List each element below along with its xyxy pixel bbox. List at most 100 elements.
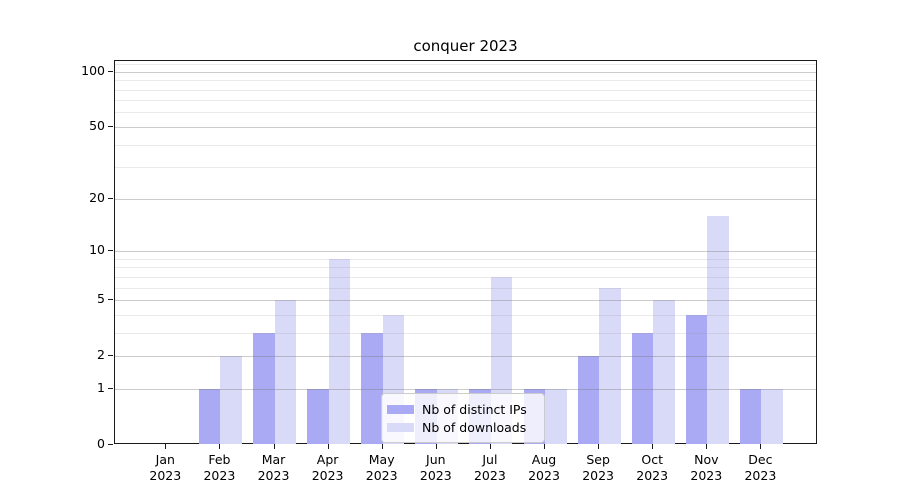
x-tick-mark [652,444,654,449]
bar-downloads [599,287,621,444]
x-tick-year: 2023 [419,468,452,483]
bar-distinct-ips [361,332,383,444]
minor-gridline [115,89,816,91]
y-tick-mark [108,125,113,127]
x-tick-mark [706,444,708,449]
major-gridline [115,126,816,128]
bar-distinct-ips [739,388,762,444]
y-tick-mark [108,299,113,301]
x-tick-mark [219,444,221,449]
x-tick-year: 2023 [365,468,398,483]
y-tick-label: 5 [97,291,105,307]
bar-distinct-ips [577,356,600,444]
minor-gridline [115,144,816,146]
x-tick-label: Aug 2023 [514,452,574,484]
x-tick-year: 2023 [744,468,777,483]
x-tick-month: Aug [531,452,557,467]
minor-gridline [115,80,816,82]
bar-distinct-ips [685,314,708,444]
minor-gridline [115,314,816,316]
major-gridline [115,251,816,253]
bar-downloads [653,300,675,444]
x-tick-label: May 2023 [352,452,412,484]
bar-distinct-ips [307,388,329,444]
x-tick-label: Jul 2023 [460,452,520,484]
plot-area [114,60,817,444]
x-tick-mark [544,444,545,449]
y-tick-mark [108,444,113,445]
x-tick-year: 2023 [149,468,182,483]
minor-gridline [115,112,816,114]
legend-item-downloads: Nb of downloads [387,418,536,436]
x-tick-year: 2023 [582,468,614,483]
y-tick-mark [108,250,113,252]
x-tick-label: Sep 2023 [568,452,628,484]
y-tick-mark [108,197,113,199]
y-tick-mark [108,70,113,72]
y-tick-label: 100 [81,62,105,78]
x-tick-label: Nov 2023 [676,452,736,484]
x-tick-label: Dec 2023 [730,452,790,484]
x-tick-month: Apr [316,452,339,467]
bar-distinct-ips [198,388,221,444]
bar-downloads [274,300,296,444]
major-gridline [115,388,816,390]
x-tick-mark [489,444,491,449]
x-tick-month: Sep [586,452,610,467]
bar-downloads [220,356,242,444]
x-tick-month: Dec [748,452,773,467]
x-tick-mark [598,444,600,449]
x-tick-year: 2023 [311,468,344,483]
x-tick-month: Mar [261,452,286,467]
legend-swatch-downloads [387,422,414,432]
legend-swatch-ips [387,404,414,414]
y-tick-label: 50 [89,117,105,133]
x-tick-label: Feb 2023 [189,452,249,484]
x-tick-mark [273,444,275,449]
x-tick-mark [760,444,762,449]
y-tick-mark [108,355,113,357]
x-tick-label: Apr 2023 [298,452,358,484]
y-tick-mark [108,387,113,389]
x-tick-month: May [368,452,395,467]
y-tick-label: 2 [97,347,105,363]
bar-downloads [761,388,783,444]
x-tick-mark [381,444,383,449]
minor-gridline [115,167,816,169]
x-tick-month: Jan [155,452,175,467]
x-tick-year: 2023 [528,468,560,483]
x-tick-label: Oct 2023 [622,452,682,484]
x-tick-mark [165,444,167,449]
x-tick-year: 2023 [636,468,669,483]
y-tick-label: 10 [89,242,105,258]
x-tick-year: 2023 [690,468,723,483]
x-tick-year: 2023 [473,468,506,483]
minor-gridline [115,100,816,102]
major-gridline [115,356,816,358]
minor-gridline [115,276,816,278]
x-tick-month: Nov [694,452,719,467]
x-tick-mark [327,444,329,449]
x-tick-year: 2023 [203,468,236,483]
x-tick-month: Oct [641,452,663,467]
legend-item-distinct-ips: Nb of distinct IPs [387,400,536,418]
major-gridline [115,300,816,302]
minor-gridline [115,64,816,66]
grid-layer [115,61,816,443]
x-tick-label: Jan 2023 [135,452,195,484]
minor-gridline [115,258,816,260]
major-gridline [115,198,816,200]
x-tick-month: Jun [426,452,446,467]
x-tick-month: Jul [482,452,498,467]
bar-distinct-ips [253,332,275,444]
minor-gridline [115,287,816,289]
x-tick-label: Jun 2023 [406,452,466,484]
x-tick-mark [435,444,437,449]
bar-downloads [707,215,729,444]
x-tick-label: Mar 2023 [244,452,304,484]
legend: Nb of distinct IPs Nb of downloads [381,393,545,443]
y-tick-label: 20 [89,189,105,205]
legend-label: Nb of downloads [422,419,527,435]
chart-title: conquer 2023 [413,37,518,55]
